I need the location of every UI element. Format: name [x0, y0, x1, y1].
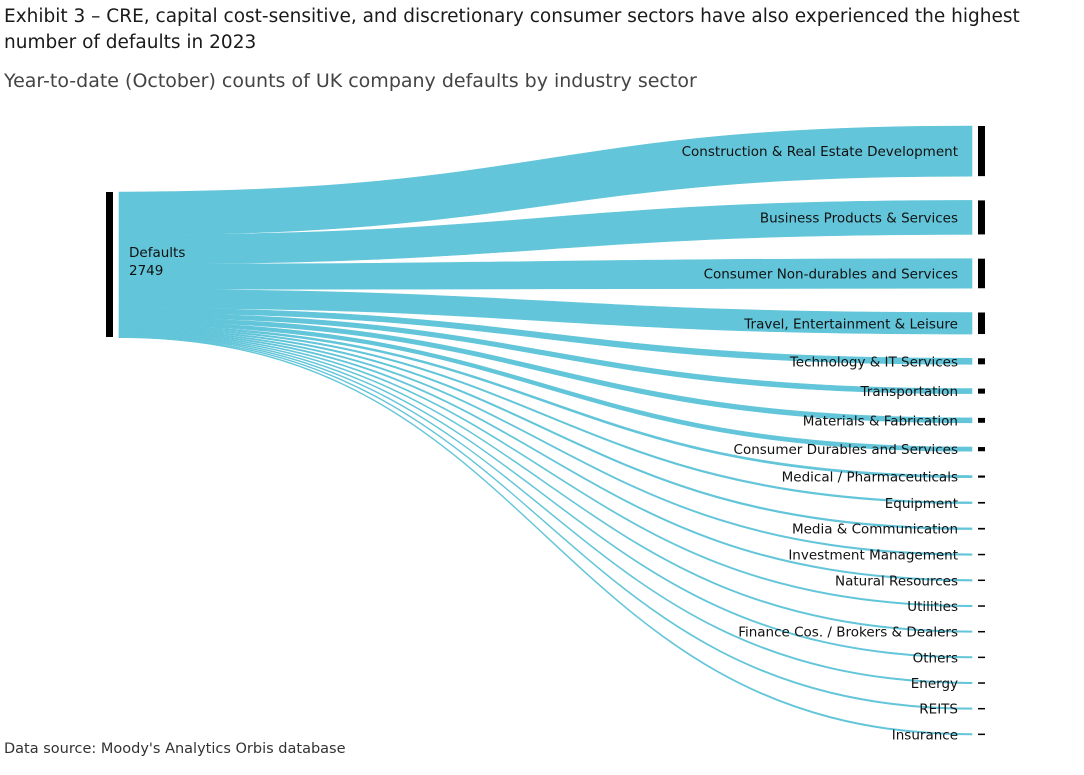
flow-insurance: [118, 336, 973, 736]
flow-consumer-durables-and-services: [118, 321, 973, 452]
node-materials-fabrication: [978, 417, 985, 423]
node-utilities: [978, 605, 985, 607]
node-equipment: [978, 501, 985, 504]
flow-construction-real-estate-development: [118, 125, 973, 236]
node-others: [978, 656, 985, 659]
flow-finance-cos-brokers-dealers: [118, 333, 973, 633]
node-investment-management: [978, 553, 985, 556]
flow-others: [118, 334, 973, 659]
node-defaults: [106, 192, 113, 337]
node-label-technology-it-services: Technology & IT Services: [789, 354, 958, 370]
node-label-insurance: Insurance: [892, 727, 958, 743]
node-natural-resources: [978, 579, 985, 582]
node-label-investment-management: Investment Management: [788, 548, 958, 564]
chart-title: Exhibit 3 – CRE, capital cost-sensitive,…: [4, 6, 1020, 53]
node-consumer-durables-and-services: [978, 447, 985, 452]
flow-travel-entertainment-leisure: [118, 289, 973, 335]
flow-natural-resources: [118, 330, 973, 582]
node-label-consumer-durables-and-services: Consumer Durables and Services: [734, 442, 958, 458]
node-label-travel-entertainment-leisure: Travel, Entertainment & Leisure: [743, 316, 958, 332]
sankey-labels: Construction & Real Estate Development Bu…: [129, 144, 958, 743]
data-source-note: Data source: Moody's Analytics Orbis dat…: [4, 741, 346, 757]
flow-technology-it-services: [118, 307, 973, 365]
node-label-natural-resources: Natural Resources: [835, 573, 958, 589]
flow-materials-fabrication: [118, 317, 973, 424]
node-energy: [978, 682, 985, 684]
flow-utilities: [118, 332, 973, 607]
flow-business-products-services: [118, 200, 973, 265]
node-label-others: Others: [913, 650, 958, 666]
node-label-construction-real-estate-development: Construction & Real Estate Development: [682, 144, 958, 160]
node-label-media-communication: Media & Communication: [792, 522, 958, 538]
flow-media-communication: [118, 328, 973, 530]
node-label-business-products-services: Business Products & Services: [760, 210, 958, 226]
sankey-flows: [118, 125, 973, 736]
node-insurance: [978, 733, 985, 736]
node-consumer-non-durables-and-services: [978, 258, 985, 289]
flow-reits: [118, 335, 973, 710]
node-label-utilities: Utilities: [907, 599, 958, 615]
chart-subtitle: Year-to-date (October) counts of UK comp…: [4, 70, 697, 92]
node-transportation: [978, 388, 985, 394]
node-media-communication: [978, 527, 985, 530]
node-medical-pharmaceuticals: [978, 475, 985, 478]
source-label: Defaults: [129, 245, 185, 261]
flow-investment-management: [118, 329, 973, 556]
node-business-products-services: [978, 200, 985, 235]
flow-equipment: [118, 326, 973, 504]
node-label-finance-cos-brokers-dealers: Finance Cos. / Brokers & Dealers: [738, 625, 958, 641]
node-label-energy: Energy: [911, 676, 958, 692]
node-construction-real-estate-development: [978, 126, 985, 177]
flow-medical-pharmaceuticals: [118, 324, 973, 478]
node-label-materials-fabrication: Materials & Fabrication: [803, 413, 958, 429]
node-label-consumer-non-durables-and-services: Consumer Non-durables and Services: [704, 266, 958, 282]
source-value: 2749: [129, 263, 163, 279]
node-travel-entertainment-leisure: [978, 312, 985, 335]
flow-consumer-non-durables-and-services: [118, 258, 973, 290]
node-technology-it-services: [978, 358, 985, 365]
node-reits: [978, 707, 985, 710]
node-finance-cos-brokers-dealers: [978, 630, 985, 633]
sankey-nodes: [106, 126, 985, 736]
flow-energy: [118, 334, 973, 684]
node-label-equipment: Equipment: [885, 496, 958, 512]
node-label-reits: REITS: [919, 702, 958, 718]
node-label-transportation: Transportation: [860, 384, 958, 400]
flow-transportation: [118, 312, 973, 394]
node-label-medical-pharmaceuticals: Medical / Pharmaceuticals: [782, 470, 958, 486]
